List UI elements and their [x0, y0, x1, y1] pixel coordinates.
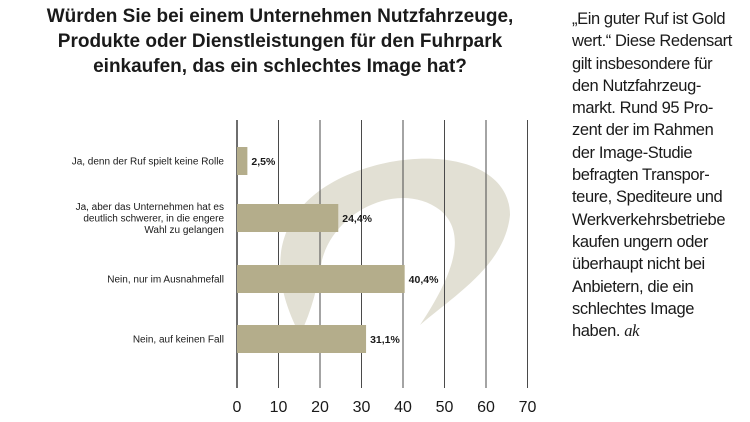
x-tick-label: 30 — [353, 399, 371, 416]
article-line: überhaupt nicht bei — [572, 255, 705, 274]
x-tick-label: 60 — [477, 399, 495, 416]
category-label: Ja, denn der Ruf spielt keine Rolle — [72, 157, 225, 168]
category-labels: 2,5% Ja, denn der Ruf spielt keine Rolle 2… — [72, 156, 439, 346]
x-tick-label: 40 — [394, 399, 412, 416]
bar-value-label: 2,5% — [251, 156, 276, 168]
x-tick-labels: 0 10 20 30 40 50 60 70 — [233, 399, 537, 416]
article-line: „Ein guter Ruf ist Gold — [572, 10, 726, 28]
watermark-logo — [280, 158, 510, 335]
bar — [237, 147, 248, 175]
bar — [237, 325, 367, 353]
x-tick-label: 10 — [270, 399, 288, 416]
x-tick-label: 20 — [311, 399, 329, 416]
category-label-line: Ja, aber das Unternehmen hat es — [76, 202, 224, 213]
article-line: den Nutzfahrzeug- — [572, 76, 701, 95]
article-line: Anbietern, die ein — [572, 277, 694, 296]
article-last-line: haben. ak — [572, 320, 750, 342]
chart-title-line-1: Würden Sie bei einem Unternehmen Nutzfah… — [46, 6, 514, 27]
x-tick-label: 0 — [233, 399, 242, 416]
bars — [237, 147, 405, 353]
category-label-line: Nein, auf keinen Fall — [133, 335, 224, 346]
category-label-line: deutlich schwerer, in die engere — [83, 214, 224, 225]
author-signature: ak — [624, 321, 640, 341]
article-line: Werkverkehrsbetriebe — [572, 210, 726, 229]
article-line: markt. Rund 95 Pro- — [572, 99, 713, 118]
category-label-line: Ja, denn der Ruf spielt keine Rolle — [72, 157, 225, 168]
article-line: kaufen ungern oder — [572, 232, 708, 251]
bar-value-label: 40,4% — [409, 274, 439, 286]
article-line: schlechtes Image — [572, 299, 694, 318]
category-label: Nein, nur im Ausnahmefall — [107, 275, 224, 286]
bar-value-label: 24,4% — [342, 213, 372, 225]
article-line: der Image-Studie — [572, 143, 693, 162]
category-label: Ja, aber das Unternehmen hat es deutlich … — [76, 202, 225, 236]
chart-title-line-2: Produkte oder Dienstleistungen für den F… — [57, 31, 503, 52]
article-line: teure, Spediteure und — [572, 188, 723, 207]
article-text: „Ein guter Ruf ist Gold wert.“ Diese Red… — [572, 8, 750, 342]
chart-title-line-3: einkaufen, das ein schlechtes Image hat? — [93, 56, 467, 77]
bar — [237, 204, 339, 232]
article-closing-word: haben. — [572, 322, 621, 341]
x-tick-label: 70 — [519, 399, 537, 416]
bar — [237, 265, 405, 293]
chart-title: Würden Sie bei einem Unternehmen Nutzfah… — [0, 4, 560, 79]
bar-chart: 2,5% Ja, denn der Ruf spielt keine Rolle 2… — [72, 120, 537, 416]
article-line: wert.“ Diese Redensart — [572, 32, 732, 51]
x-tick-label: 50 — [436, 399, 454, 416]
article-line: gilt insbesondere für — [572, 54, 713, 73]
bar-value-label: 31,1% — [370, 334, 400, 346]
category-label-line: Nein, nur im Ausnahmefall — [107, 275, 224, 286]
category-label: Nein, auf keinen Fall — [133, 335, 224, 346]
article-line: befragten Transpor- — [572, 166, 710, 185]
article-line: zent der im Rahmen — [572, 121, 714, 140]
category-label-line: Wahl zu gelangen — [144, 225, 224, 236]
